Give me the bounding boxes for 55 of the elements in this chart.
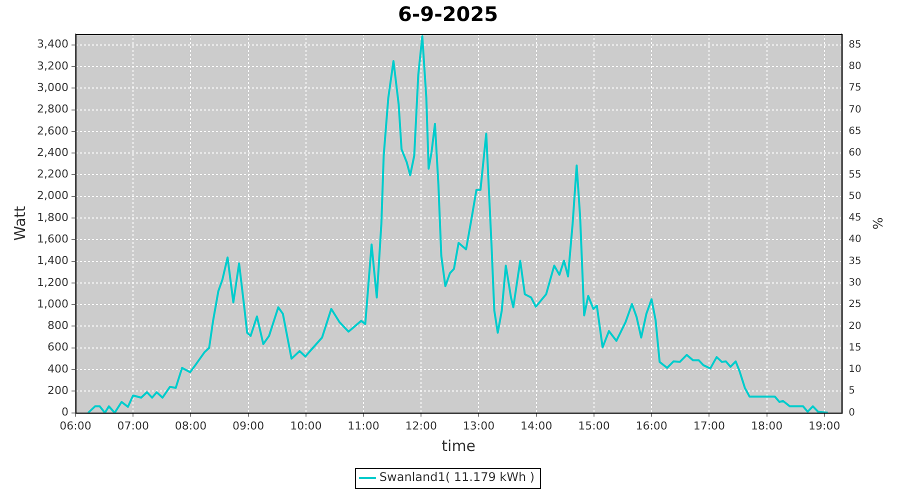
y-tick-label: 2,000: [36, 189, 68, 202]
x-tick-label: 14:00: [520, 419, 552, 432]
x-tick-label: 12:00: [405, 419, 437, 432]
x-tick-label: 18:00: [750, 419, 783, 432]
y-tick-label: 400: [47, 362, 68, 376]
y-tick-label: 1,000: [36, 297, 68, 310]
x-tick-label: 11:00: [348, 419, 380, 432]
y2-tick-label: 25: [848, 299, 862, 310]
y-tick-label: 1,400: [36, 254, 68, 268]
y-tick-label: 2,200: [36, 168, 68, 181]
y-tick-label: 3,000: [36, 80, 68, 94]
y-tick-label: 1,800: [36, 210, 68, 224]
y2-tick-label: 30: [848, 278, 862, 289]
x-tick-label: 06:00: [60, 419, 92, 432]
y-tick-label: 3,400: [36, 38, 68, 51]
x-tick-label: 10:00: [290, 419, 322, 432]
y2-tick-label: 65: [848, 126, 862, 137]
y2-tick-label: 20: [848, 320, 862, 332]
y2-tick-label: 55: [848, 169, 862, 180]
y2-tick-label: 75: [848, 82, 862, 94]
y2-tick-label: 15: [848, 342, 862, 354]
y-tick-label: 200: [47, 384, 68, 398]
y-tick-label: 1,200: [36, 276, 68, 289]
x-tick-label: 17:00: [693, 419, 726, 432]
y2-tick-label: 0: [848, 407, 856, 418]
x-tick-label: 09:00: [232, 419, 264, 432]
y2-tick-label: 50: [848, 190, 862, 202]
y2-axis-title: %: [868, 217, 884, 230]
y2-tick-label: 10: [848, 364, 862, 376]
y-tick-label: 800: [47, 319, 68, 332]
y-tick-label: 2,600: [36, 124, 68, 138]
y-tick-label: 2,800: [36, 102, 68, 116]
y-tick-label: 1,600: [36, 232, 68, 246]
y2-tick-label: 35: [848, 256, 862, 267]
x-tick-label: 07:00: [117, 419, 149, 432]
x-tick-label: 13:00: [462, 419, 495, 432]
y2-tick-label: 45: [848, 212, 862, 224]
y2-tick-label: 60: [848, 148, 862, 159]
y2-tick-label: 40: [848, 234, 862, 246]
y2-tick-label: 85: [848, 39, 862, 50]
x-tick-label: 19:00: [808, 419, 840, 432]
x-tick-label: 16:00: [636, 419, 668, 432]
x-tick-label: 15:00: [578, 419, 610, 432]
x-tick-label: 08:00: [174, 419, 207, 432]
y-axis-title: Watt: [10, 206, 29, 241]
legend-label: Swanland1( 11.179 kWh ): [379, 470, 535, 484]
y-tick-label: 2,400: [36, 146, 68, 159]
y-tick-label: 0: [61, 406, 68, 419]
y-tick-label: 600: [47, 340, 68, 354]
y-tick-label: 3,200: [36, 59, 68, 72]
y2-tick-label: 80: [848, 61, 862, 72]
chart-title: 6-9-2025: [398, 2, 498, 26]
y2-tick-label: 70: [848, 104, 862, 116]
y2-tick-label: 5: [848, 386, 856, 397]
x-axis-title: time: [442, 436, 476, 455]
